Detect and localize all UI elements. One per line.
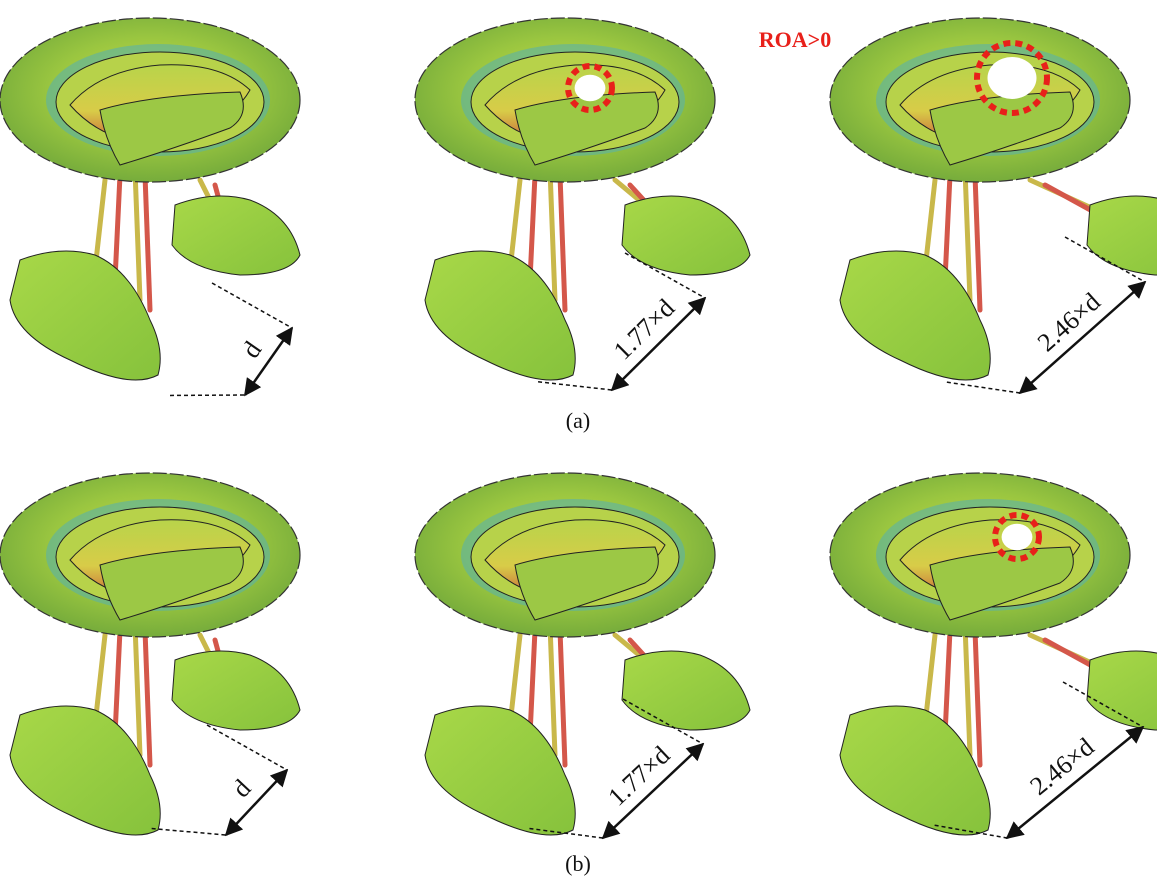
orifice	[575, 75, 606, 101]
chorda	[945, 630, 950, 735]
distance-label: 2.46×d	[1025, 732, 1100, 801]
papillary-muscle	[172, 196, 300, 275]
distance-label: 1.77×d	[602, 740, 675, 811]
chorda	[945, 175, 950, 280]
page: {"annotation": "ROA>0", "rows": [ {"capt…	[0, 0, 1157, 885]
chorda	[975, 175, 980, 310]
chorda	[145, 630, 150, 765]
dashed-guide	[212, 283, 292, 328]
valve-render	[415, 18, 750, 380]
chorda	[965, 170, 970, 300]
chorda	[115, 630, 120, 735]
chorda	[975, 630, 980, 765]
chorda	[560, 175, 565, 310]
caption: (b)	[565, 851, 591, 876]
distance-label: d	[236, 336, 267, 363]
chorda	[965, 625, 970, 755]
caption: (a)	[566, 408, 590, 433]
dashed-guide	[152, 829, 226, 835]
dashed-guide	[207, 725, 287, 770]
orifice	[988, 57, 1037, 99]
valve-render	[830, 473, 1157, 835]
chorda	[530, 630, 535, 735]
valve-render	[415, 473, 750, 835]
dashed-guide	[538, 382, 612, 390]
papillary-muscle	[172, 651, 300, 730]
chorda	[550, 170, 555, 300]
chorda	[560, 630, 565, 765]
chorda	[135, 170, 140, 300]
dashed-guide	[947, 382, 1020, 393]
distance-label: 2.46×d	[1032, 287, 1106, 357]
papillary-muscle	[1087, 651, 1157, 730]
distance-label: 1.77×d	[608, 293, 680, 365]
papillary-muscle	[1087, 196, 1157, 275]
chorda	[115, 175, 120, 280]
valve-render	[0, 473, 300, 835]
roa-annotation: ROA>0	[759, 27, 831, 52]
distance-arrow	[245, 328, 292, 395]
chorda	[145, 175, 150, 310]
chorda	[550, 625, 555, 755]
chorda	[530, 175, 535, 280]
papillary-muscle	[622, 196, 750, 275]
figure: ROA>0 (a) (b) d 1.77×d 2.46×d d 1.77×d 2.46×d	[0, 0, 1157, 885]
chorda	[135, 625, 140, 755]
distance-label: d	[227, 774, 257, 803]
valve-render	[0, 18, 300, 380]
papillary-muscle	[622, 651, 750, 730]
valve-render	[830, 18, 1157, 380]
orifice	[1002, 524, 1033, 550]
